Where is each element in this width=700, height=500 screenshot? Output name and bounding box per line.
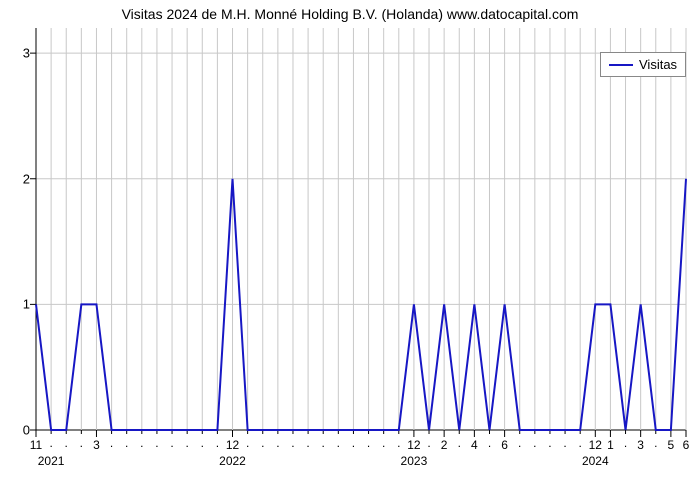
plot-area [36, 28, 686, 430]
chart-title: Visitas 2024 de M.H. Monné Holding B.V. … [0, 6, 700, 22]
x-minor-tick-label: . [216, 436, 219, 450]
x-minor-tick-label: . [548, 436, 551, 450]
x-year-label: 2024 [582, 454, 609, 468]
y-tick-label: 1 [10, 297, 30, 312]
legend-label: Visitas [639, 57, 677, 72]
x-minor-tick-label: . [322, 436, 325, 450]
x-tick-label: 11 [30, 438, 42, 452]
x-minor-tick-label: . [563, 436, 566, 450]
x-tick-label: 6 [501, 438, 508, 452]
x-minor-tick-label: . [352, 436, 355, 450]
x-minor-tick-label: . [397, 436, 400, 450]
x-minor-tick-label: . [624, 436, 627, 450]
x-minor-tick-label: . [80, 436, 83, 450]
x-minor-tick-label: . [382, 436, 385, 450]
x-minor-tick-label: . [654, 436, 657, 450]
x-minor-tick-label: . [185, 436, 188, 450]
x-minor-tick-label: . [276, 436, 279, 450]
x-minor-tick-label: . [488, 436, 491, 450]
x-tick-label: 3 [637, 438, 644, 452]
x-minor-tick-label: . [291, 436, 294, 450]
x-tick-label: 1 [607, 438, 614, 452]
chart-container: Visitas 2024 de M.H. Monné Holding B.V. … [0, 0, 700, 500]
x-minor-tick-label: . [337, 436, 340, 450]
x-tick-label: 6 [683, 438, 690, 452]
legend: Visitas [600, 52, 686, 77]
x-minor-tick-label: . [49, 436, 52, 450]
y-tick-label: 2 [10, 171, 30, 186]
x-minor-tick-label: . [518, 436, 521, 450]
x-minor-tick-label: . [155, 436, 158, 450]
x-tick-label: 4 [471, 438, 478, 452]
y-tick-label: 0 [10, 423, 30, 438]
x-minor-tick-label: . [579, 436, 582, 450]
x-tick-label: 12 [407, 438, 420, 452]
x-tick-label: 2 [441, 438, 448, 452]
x-minor-tick-label: . [458, 436, 461, 450]
x-minor-tick-label: . [140, 436, 143, 450]
x-minor-tick-label: . [427, 436, 430, 450]
x-tick-label: 12 [226, 438, 239, 452]
x-minor-tick-label: . [201, 436, 204, 450]
x-tick-label: 12 [589, 438, 602, 452]
x-minor-tick-label: . [65, 436, 68, 450]
x-minor-tick-label: . [533, 436, 536, 450]
x-minor-tick-label: . [170, 436, 173, 450]
x-minor-tick-label: . [125, 436, 128, 450]
x-year-label: 2023 [401, 454, 428, 468]
x-minor-tick-label: . [306, 436, 309, 450]
x-minor-tick-label: . [110, 436, 113, 450]
x-year-label: 2021 [38, 454, 65, 468]
x-minor-tick-label: . [367, 436, 370, 450]
legend-line-icon [609, 64, 633, 66]
x-year-label: 2022 [219, 454, 246, 468]
y-tick-label: 3 [10, 46, 30, 61]
x-tick-label: 3 [93, 438, 100, 452]
x-minor-tick-label: . [246, 436, 249, 450]
x-minor-tick-label: . [261, 436, 264, 450]
x-tick-label: 5 [668, 438, 675, 452]
